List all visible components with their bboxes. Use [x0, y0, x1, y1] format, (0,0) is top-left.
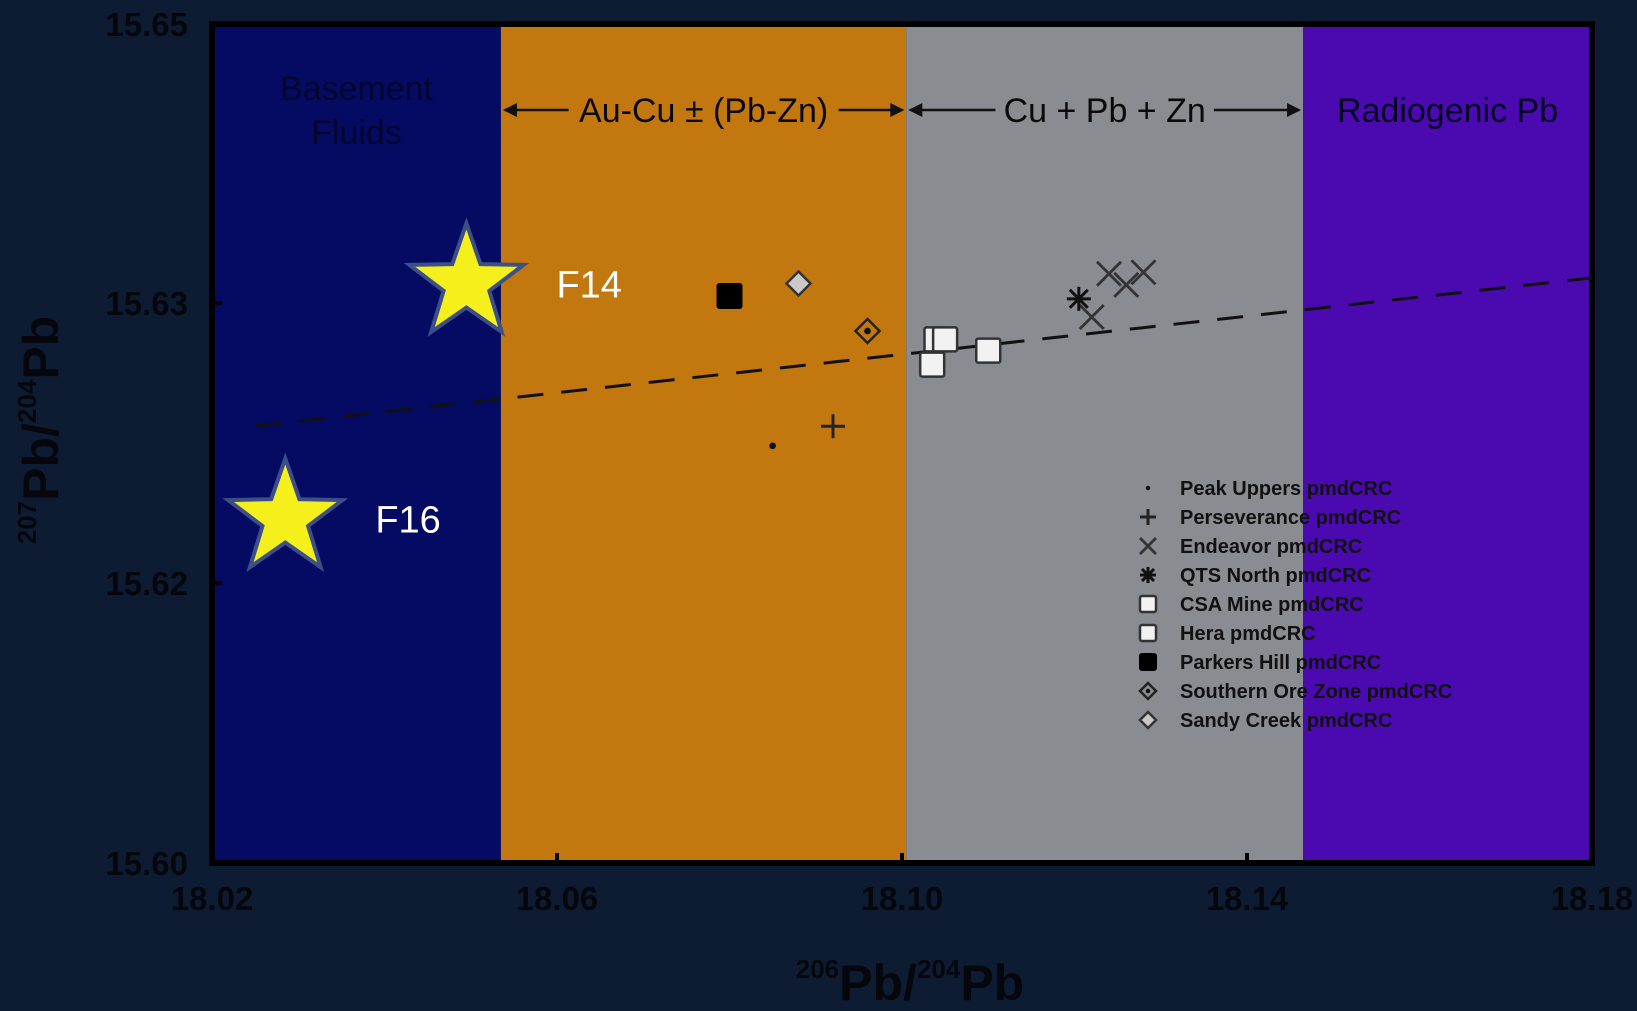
- zone-arrowhead-right: [1287, 103, 1302, 117]
- legend-marker-3: [1139, 537, 1157, 555]
- zone-arrowhead-right: [890, 103, 905, 117]
- x-axis-title-sup2: 204: [917, 954, 961, 984]
- data-point-series-7: [716, 283, 743, 310]
- legend-label-8: Southern Ore Zone pmdCRC: [1180, 681, 1452, 703]
- data-point-series-8: [853, 317, 882, 345]
- zone-band-3: [906, 24, 1304, 863]
- y-axis-title-main2: Pb: [13, 316, 69, 380]
- data-point-series-9: [784, 269, 813, 298]
- legend-label-7: Parkers Hill pmdCRC: [1180, 652, 1381, 674]
- data-point-series-4: [1066, 286, 1091, 311]
- x-tick-label: 18.06: [516, 880, 599, 917]
- legend-label-9: Sandy Creek pmdCRC: [1180, 710, 1392, 732]
- x-axis-title-main1: Pb/: [839, 955, 917, 1011]
- x-tick-label: 18.14: [1206, 880, 1289, 917]
- annotations: F14 F16: [222, 217, 622, 573]
- data-point-series-1: [769, 442, 776, 450]
- legend-marker-5: [1138, 594, 1158, 614]
- x-axis-title: 206Pb/204Pb: [796, 954, 1024, 1011]
- legend-label-2: Perseverance pmdCRC: [1180, 507, 1401, 529]
- zone-arrowhead-left: [908, 103, 923, 117]
- legend-marker-1: [1145, 485, 1151, 491]
- zone-label-basement-1: Basement: [280, 70, 434, 108]
- star-label-f16: F16: [375, 500, 440, 542]
- y-axis-title-sup1: 207: [12, 501, 42, 544]
- legend-label-4: QTS North pmdCRC: [1180, 565, 1371, 587]
- legend-marker-2: [1140, 509, 1156, 525]
- data-point-series-3: [1078, 304, 1105, 330]
- legend-marker-6: [1138, 623, 1158, 643]
- data-point-series-2: [821, 414, 845, 439]
- x-tick-label: 18.10: [861, 880, 944, 917]
- background-zones: [212, 24, 1592, 863]
- zone-label-basement-2: Fluids: [311, 114, 402, 152]
- y-tick-label: 15.60: [105, 845, 188, 882]
- data-point-series-6: [918, 351, 946, 378]
- data-point-series-6: [931, 326, 959, 353]
- data-point-series-5: [975, 337, 1002, 364]
- star-icon: [222, 452, 349, 573]
- x-tick-label: 18.02: [171, 880, 254, 917]
- y-axis-title-main1: Pb/: [13, 423, 69, 501]
- zone-band-1: [212, 24, 501, 863]
- zone-band-2: [500, 24, 907, 863]
- zone-band-4: [1303, 24, 1592, 863]
- legend-label-6: Hera pmdCRC: [1180, 623, 1316, 645]
- legend-label-3: Endeavor pmdCRC: [1180, 536, 1362, 558]
- data-point-series-3: [1113, 271, 1140, 298]
- zone-label-4: Radiogenic Pb: [1337, 92, 1558, 130]
- legend-label-1: Peak Uppers pmdCRC: [1180, 478, 1392, 500]
- y-axis-title-sup2: 204: [12, 379, 42, 423]
- data-point-series-3: [1096, 260, 1122, 287]
- data-points: [716, 259, 1157, 450]
- legend-label-5: CSA Mine pmdCRC: [1180, 594, 1364, 616]
- legend-marker-7: [1139, 653, 1157, 671]
- x-axis-title-main2: Pb: [960, 955, 1024, 1011]
- zone-label-2: Au-Cu ± (Pb-Zn): [579, 92, 828, 130]
- y-tick-label: 15.65: [105, 6, 188, 43]
- axis-ticks: 18.02 18.06 18.10 18.14 18.18 15.60 15.62 15.63…: [105, 6, 1633, 917]
- star-label-f14: F14: [556, 264, 621, 306]
- legend-marker-9: [1138, 710, 1158, 730]
- x-tick-label: 18.18: [1551, 880, 1634, 917]
- y-tick-label: 15.63: [105, 285, 188, 322]
- legend-marker-8: [1138, 681, 1158, 701]
- y-axis-title: 207Pb/204Pb: [12, 316, 69, 544]
- zone-label-3: Cu + Pb + Zn: [1004, 92, 1206, 130]
- star-icon: [403, 217, 530, 337]
- y-tick-label: 15.62: [105, 565, 188, 602]
- legend: Peak Uppers pmdCRC Perseverance pmdCRC End…: [1138, 478, 1452, 732]
- legend-marker-4: [1140, 567, 1156, 583]
- zone-labels: Basement Fluids Au-Cu ± (Pb-Zn) Cu + Pb + Z…: [280, 70, 1558, 152]
- zone-arrowhead-left: [502, 103, 517, 117]
- x-axis-title-sup1: 206: [796, 954, 839, 984]
- data-point-series-3: [1130, 259, 1157, 286]
